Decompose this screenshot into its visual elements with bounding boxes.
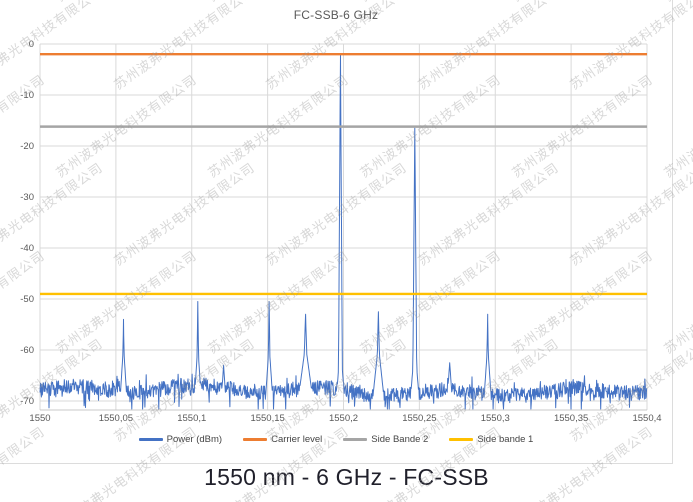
- legend-label: Power (dBm): [166, 434, 223, 445]
- x-tick-label: 1550,1: [177, 413, 206, 424]
- y-tick-label: -70: [20, 396, 34, 407]
- power-trace: [39, 54, 648, 410]
- x-tick-label: 1550,2: [329, 413, 358, 424]
- y-tick-label: 0: [29, 39, 34, 50]
- spectrum-plot: 0 -10 -20 -30 -40 -50 -60 -70 1550 1550,05 1550,1 1…: [20, 39, 661, 424]
- legend-line-swatch: [138, 438, 163, 441]
- x-tick-label: 1550,35: [554, 413, 588, 424]
- chart-title: FC-SSB-6 GHz: [293, 8, 379, 22]
- legend-item-power-dbm-: Power (dBm): [138, 434, 223, 445]
- y-tick-label: -50: [20, 294, 34, 305]
- y-tick-label: -20: [20, 141, 34, 152]
- legend-label: Side bande 1: [477, 434, 534, 445]
- y-tick-label: -40: [20, 243, 34, 254]
- x-tick-label: 1550,4: [632, 413, 661, 424]
- legend-label: Side Bande 2: [371, 434, 429, 445]
- legend-line-swatch: [343, 438, 368, 441]
- x-tick-label: 1550,05: [99, 413, 133, 424]
- x-tick-label: 1550,25: [402, 413, 436, 424]
- y-tick-label: -10: [20, 90, 34, 101]
- y-tick-label: -60: [20, 345, 34, 356]
- x-tick-label: 1550: [29, 413, 50, 424]
- legend-line-swatch: [243, 438, 268, 441]
- x-tick-label: 1550,15: [250, 413, 284, 424]
- legend-item-side-bande-1: Side bande 1: [449, 434, 533, 445]
- y-tick-label: -30: [20, 192, 34, 203]
- figure-caption: 1550 nm - 6 GHz - FC-SSB: [204, 464, 489, 490]
- legend-item-carrier-level: Carrier level: [243, 434, 322, 445]
- legend-line-swatch: [449, 438, 474, 441]
- chart-area: FC-SSB-6 GHz 0 -10 -20 -30 -40 -50 -60 -70 1550 1…: [0, 0, 673, 464]
- chart-legend: Power (dBm) Carrier level Side Bande 2 Side…: [0, 434, 672, 445]
- legend-label: Carrier level: [271, 434, 323, 445]
- legend-item-side-bande-2: Side Bande 2: [343, 434, 428, 445]
- x-tick-label: 1550,3: [481, 413, 510, 424]
